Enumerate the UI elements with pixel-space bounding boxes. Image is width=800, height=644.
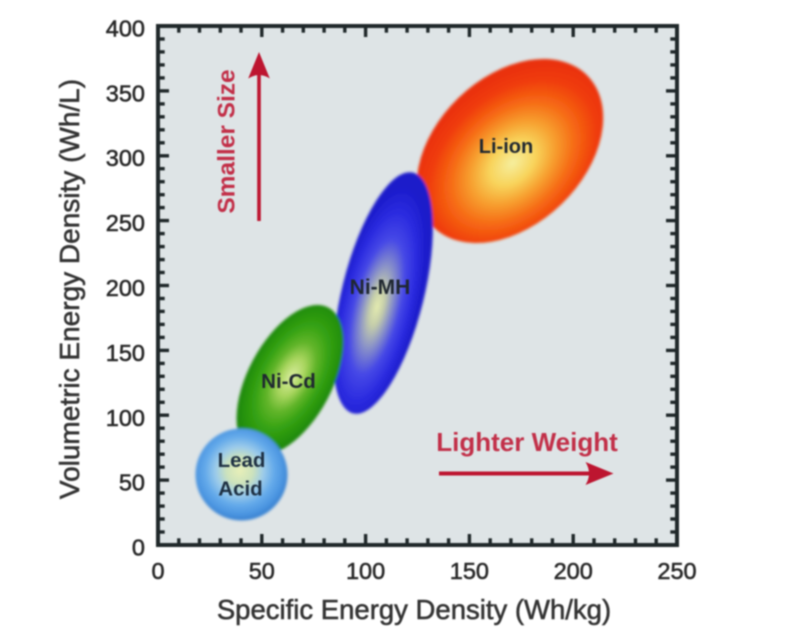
svg-text:Ni-Cd: Ni-Cd [261, 370, 316, 393]
svg-text:50: 50 [119, 470, 145, 496]
svg-text:150: 150 [106, 340, 145, 366]
svg-text:50: 50 [249, 558, 275, 584]
svg-text:Lead: Lead [218, 449, 266, 472]
svg-text:100: 100 [346, 558, 385, 584]
svg-text:250: 250 [106, 210, 145, 236]
svg-text:400: 400 [106, 16, 145, 42]
svg-text:0: 0 [132, 535, 145, 561]
svg-text:Ni-MH: Ni-MH [350, 276, 411, 299]
svg-text:Acid: Acid [218, 478, 262, 501]
svg-text:200: 200 [554, 558, 593, 584]
svg-text:300: 300 [106, 145, 145, 171]
svg-text:Li-ion: Li-ion [479, 136, 533, 158]
svg-text:200: 200 [106, 275, 145, 301]
svg-text:Volumetric Energy Density (Wh/: Volumetric Energy Density (Wh/L) [54, 79, 85, 499]
svg-text:0: 0 [151, 558, 164, 584]
svg-text:Lighter Weight: Lighter Weight [436, 427, 618, 457]
svg-text:350: 350 [106, 80, 145, 106]
svg-text:100: 100 [106, 405, 145, 431]
svg-text:Smaller Size: Smaller Size [214, 69, 241, 213]
svg-text:Specific Energy Density (Wh/kg: Specific Energy Density (Wh/kg) [217, 594, 611, 625]
svg-text:250: 250 [657, 558, 696, 584]
svg-text:150: 150 [450, 558, 489, 584]
